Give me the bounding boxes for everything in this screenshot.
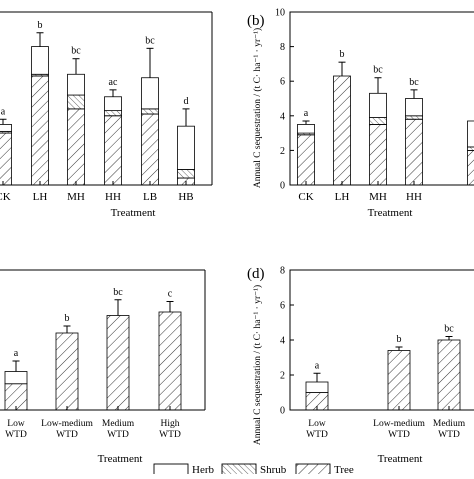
bar-b-shrub: [468, 147, 474, 150]
panel-d-ytick-label: 2: [280, 371, 285, 382]
sig-letter-b: bc: [373, 65, 383, 76]
legend-swatch-shrub: [222, 464, 256, 474]
bar-c-herb: [5, 372, 27, 384]
panel-d-ylabel: Annual C sequestration / (t C· ha⁻¹ · yr…: [252, 285, 263, 445]
category-label-a: LH: [33, 191, 48, 203]
category-label-a: CK: [0, 191, 11, 203]
sig-letter-b: a: [304, 108, 309, 119]
bar-b-shrub: [406, 116, 423, 119]
sig-letter-c: c: [168, 289, 173, 300]
sig-letter-b: bc: [409, 77, 419, 88]
bar-c-tree: [159, 312, 181, 410]
bar-a-shrub: [142, 109, 159, 114]
bar-a-shrub: [178, 169, 195, 178]
panel-d-ytick-label: 0: [280, 406, 285, 417]
bar-a-herb: [68, 74, 85, 95]
category-label-b: LH: [335, 191, 350, 203]
sig-letter-a: bc: [71, 46, 81, 57]
bar-b-herb: [468, 121, 474, 147]
category-label-b: HH: [406, 191, 422, 203]
category-label-a: HB: [178, 191, 193, 203]
panel-b-ytick-label: 8: [280, 42, 285, 53]
panel-a-xlabel: Treatment: [111, 207, 156, 219]
category-label-a: LB: [143, 191, 157, 203]
panel-b-label: (b): [247, 13, 265, 29]
panel-b: 0 2 4 6 8 10 a CK b LH bc MH bc HH: [275, 8, 474, 204]
panel-b-xlabel: Treatment: [368, 207, 413, 219]
bar-a-herb: [32, 47, 49, 75]
bar-a-herb: [0, 124, 12, 131]
bar-d-herb: [306, 382, 328, 393]
sig-letter-c: b: [65, 313, 70, 324]
bar-a-tree: [142, 114, 159, 185]
sig-letter-c: bc: [113, 287, 123, 298]
legend-label-shrub: Shrub: [260, 464, 287, 474]
bar-b-tree: [370, 124, 387, 185]
panel-b-ylabel: Annual C sequestration / (t C· ha⁻¹ · yr…: [252, 28, 263, 188]
bar-a-shrub: [105, 111, 122, 116]
bar-d-tree: [388, 351, 410, 411]
panel-d-label: (d): [247, 266, 265, 282]
legend-label-tree: Tree: [334, 464, 354, 474]
category-label-b: CK: [298, 191, 313, 203]
bar-a-shrub: [68, 95, 85, 109]
bar-a-herb: [105, 97, 122, 111]
bar-c-tree: [56, 333, 78, 410]
bar-b-tree: [468, 150, 474, 185]
panel-b-ytick-label: 2: [280, 146, 285, 157]
sig-letter-a: ac: [109, 77, 118, 88]
category-label-a: HH: [105, 191, 121, 203]
legend-swatch-tree: [296, 464, 330, 474]
bar-a-herb: [142, 78, 159, 109]
sig-letter-b: b: [340, 49, 345, 60]
panel-b-ytick-label: 4: [280, 111, 285, 122]
bar-b-tree: [406, 119, 423, 185]
panel-a: a CK b LH bc MH ac HH bc LB d HB: [0, 12, 212, 203]
bar-b-shrub: [370, 118, 387, 125]
bar-a-tree: [105, 116, 122, 185]
sig-letter-a: a: [1, 106, 6, 117]
bar-c-tree: [107, 316, 129, 411]
bar-d-tree: [438, 340, 460, 410]
panel-c-xlabel: Treatment: [98, 453, 143, 465]
sig-letter-d: a: [315, 360, 320, 371]
bar-a-tree: [0, 133, 12, 185]
panel-b-ytick-label: 6: [280, 77, 285, 88]
panel-b-ytick-label: 0: [280, 181, 285, 192]
sig-letter-d: bc: [444, 324, 454, 335]
bar-b-tree: [334, 76, 351, 185]
bar-a-tree: [68, 109, 85, 185]
sig-letter-a: d: [184, 96, 189, 107]
legend: Herb Shrub Tree: [154, 464, 354, 474]
category-label-a: MH: [67, 191, 85, 203]
legend-swatch-herb: [154, 464, 188, 474]
sig-letter-a: b: [38, 20, 43, 31]
bar-a-herb: [178, 126, 195, 169]
bar-b-tree: [298, 135, 315, 185]
sig-letter-a: bc: [145, 35, 155, 46]
panel-d-ytick-label: 6: [280, 301, 285, 312]
sig-letter-c: a: [14, 348, 19, 359]
bar-b-herb: [406, 99, 423, 116]
legend-label-herb: Herb: [192, 464, 214, 474]
bar-a-tree: [32, 76, 49, 185]
sig-letter-d: b: [397, 334, 402, 345]
panel-d-ytick-label: 8: [280, 266, 285, 277]
panel-d-ytick-label: 4: [280, 336, 285, 347]
bar-b-herb: [298, 124, 315, 133]
panel-b-ytick-label: 10: [275, 8, 285, 19]
panel-d-xlabel: Treatment: [378, 453, 423, 465]
bar-b-herb: [370, 93, 387, 117]
category-label-b: MH: [369, 191, 387, 203]
